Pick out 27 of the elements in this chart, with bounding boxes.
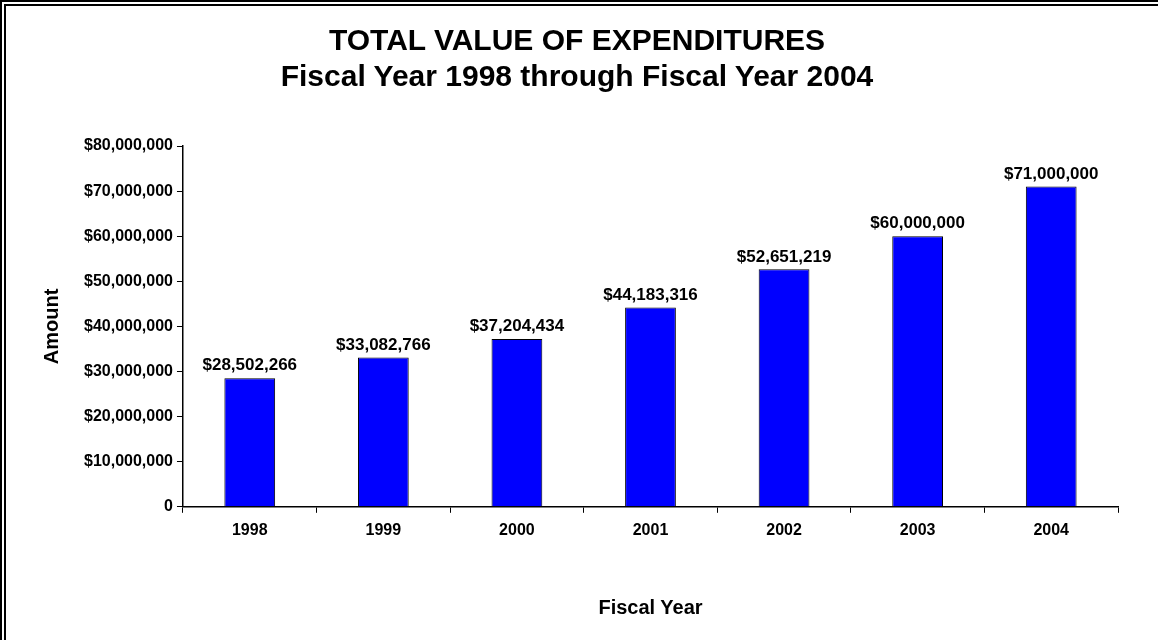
data-label: $33,082,766 xyxy=(336,334,431,354)
x-tick-label: 1999 xyxy=(365,520,402,538)
y-tick-label: $70,000,000 xyxy=(83,181,174,199)
data-label: $37,204,434 xyxy=(469,316,565,336)
x-tick-label: 1998 xyxy=(231,520,268,538)
data-label: $44,183,316 xyxy=(603,284,698,304)
y-axis-title: Amount xyxy=(39,288,62,365)
y-tick-label: $10,000,000 xyxy=(83,452,174,470)
y-tick-label: $20,000,000 xyxy=(83,407,174,425)
y-tick-label: $50,000,000 xyxy=(83,271,174,289)
x-tick-label: 2001 xyxy=(632,520,669,538)
x-axis-title: Fiscal Year xyxy=(598,595,703,618)
y-tick-label: 0 xyxy=(164,497,174,515)
y-tick-label: $30,000,000 xyxy=(83,361,174,379)
x-tick-label: 2004 xyxy=(1033,520,1070,538)
data-label: $52,651,219 xyxy=(736,246,832,266)
y-tick-label: $80,000,000 xyxy=(83,136,174,154)
chart-title: TOTAL VALUE OF EXPENDITURES xyxy=(328,23,826,57)
chart-subtitle: Fiscal Year 1998 through Fiscal Year 2004 xyxy=(280,59,874,93)
x-tick-label: 2000 xyxy=(499,520,535,538)
data-label: $71,000,000 xyxy=(1003,163,1099,183)
data-label: $60,000,000 xyxy=(870,213,965,233)
y-tick-label: $60,000,000 xyxy=(83,226,174,244)
x-tick-label: 2002 xyxy=(766,520,802,538)
y-tick-label: $40,000,000 xyxy=(83,316,174,334)
data-label: $28,502,266 xyxy=(202,355,298,375)
x-tick-label: 2003 xyxy=(899,520,936,538)
